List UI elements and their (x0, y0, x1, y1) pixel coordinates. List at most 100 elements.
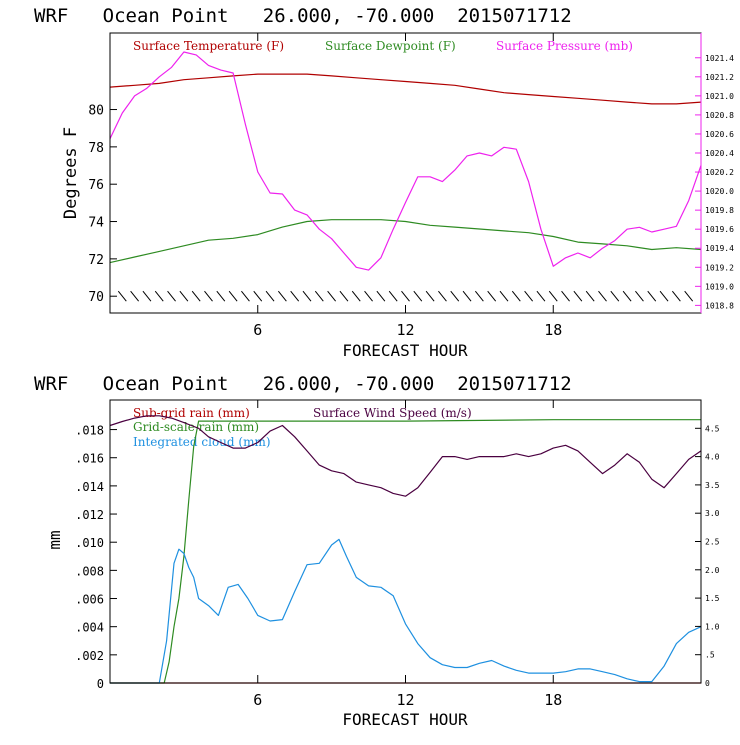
precipitation-panel: WRF Ocean Point 26.000, -70.000 20150717… (34, 373, 720, 729)
legend-wind-speed: Surface Wind Speed (m/s) (313, 406, 472, 420)
series-line-surface-dewpoint-f (109, 219, 702, 264)
wind-barb (474, 290, 484, 302)
y-tick-label: .004 (75, 621, 104, 635)
y2-tick-label: 1019.0 (705, 282, 734, 291)
y2-tick-label: 1021.4 (705, 54, 734, 63)
y2-tick-label: 4.0 (705, 453, 720, 462)
wind-barb (314, 290, 324, 302)
y2-tick-label: 1.5 (705, 594, 720, 603)
wind-barb (401, 290, 410, 302)
wind-barb (659, 290, 669, 302)
y-tick-label: .010 (75, 536, 104, 550)
series-line-grid-scale-rain-mm (110, 419, 701, 684)
panel1-series (109, 51, 702, 271)
wind-barb (561, 290, 570, 302)
wind-barb (388, 290, 398, 302)
wind-barb (487, 290, 497, 302)
y2-tick-label: 1019.4 (705, 244, 734, 253)
y2-tick-label: 0 (705, 679, 710, 688)
y2-tick-label: 1020.0 (705, 187, 734, 196)
temperature-panel: WRF Ocean Point 26.000, -70.000 20150717… (34, 5, 734, 360)
y-tick-label: .012 (75, 508, 104, 522)
panel1-x-label: FORECAST HOUR (342, 341, 468, 360)
x-tick-label: 12 (396, 691, 414, 709)
y2-tick-label: 1020.4 (705, 149, 734, 158)
wind-barb (462, 290, 472, 302)
panel1-title: WRF Ocean Point 26.000, -70.000 20150717… (34, 5, 572, 27)
y2-tick-label: 1019.8 (705, 206, 734, 215)
wind-barb (154, 290, 164, 302)
y2-tick-label: 1019.2 (705, 263, 734, 272)
wind-barb (228, 290, 238, 302)
y-tick-label: .006 (75, 593, 104, 607)
y-tick-label: .016 (75, 452, 104, 466)
x-tick-label: 18 (544, 321, 562, 339)
wind-barb (191, 290, 201, 302)
wind-barbs (117, 290, 694, 302)
panel2-plot-frame (109, 399, 702, 684)
panel1-y2-ticks: 1018.8 1019.0 1019.2 1019.4 1019.6 1019.8 1020… (695, 54, 734, 310)
wind-barb (302, 290, 312, 302)
wind-barb (130, 290, 140, 302)
wind-barb (253, 290, 263, 302)
wind-barb (277, 290, 287, 302)
panel1-y-label: Degrees F (61, 127, 81, 219)
wind-barb (376, 290, 386, 302)
wind-barb (413, 290, 423, 302)
wind-barb (179, 290, 189, 302)
y2-tick-label: 1.0 (705, 622, 720, 631)
y-tick-label: .008 (75, 564, 104, 578)
panel2-y-ticks: 0 .002 .004 .006 .008 .010 .012 .014 .016 .018 (75, 424, 117, 691)
series-line-surface-pressure-mb (109, 51, 702, 271)
panel2-y-label: mm (45, 530, 64, 549)
wind-barb (216, 290, 226, 302)
y2-tick-label: 3.0 (705, 509, 720, 518)
wind-barb (142, 290, 152, 302)
wind-barb (573, 290, 583, 302)
wind-barb (585, 290, 595, 302)
panel2-x-ticks: 6 12 18 (253, 400, 562, 709)
y2-tick-label: 3.5 (705, 481, 720, 490)
wind-barb (635, 290, 644, 302)
wind-barb (265, 290, 275, 302)
y2-tick-label: 1020.6 (705, 130, 734, 139)
wind-barb (117, 290, 127, 302)
series-line-integrated-cloud-mm (110, 538, 702, 684)
y2-tick-label: 1019.6 (705, 225, 734, 234)
panel2-x-label: FORECAST HOUR (342, 710, 468, 729)
y-tick-label: 0 (97, 677, 104, 691)
y2-tick-label: 2.0 (705, 566, 720, 575)
y-tick-label: 70 (88, 290, 104, 305)
legend-temperature: Surface Temperature (F) (133, 39, 284, 53)
wind-barb (684, 290, 694, 302)
y-tick-label: 72 (88, 253, 104, 268)
panel1-x-ticks: 6 12 18 (253, 33, 562, 339)
panel1-legend: Surface Temperature (F) Surface Dewpoint… (133, 39, 633, 53)
wind-barb (610, 290, 620, 302)
wind-barb (204, 290, 213, 302)
wind-barb (450, 290, 460, 302)
y2-tick-label: 1021.2 (705, 73, 734, 82)
legend-integrated-cloud: Integrated cloud (mm) (133, 435, 271, 449)
y-tick-label: 76 (88, 178, 104, 193)
wind-barb (339, 290, 349, 302)
panel2-y2-ticks: 0 .5 1.0 1.5 2.0 2.5 3.0 3.5 4.0 4.5 (695, 424, 720, 688)
series-line-surface-wind-speed-m-s (109, 415, 702, 497)
x-tick-label: 6 (253, 321, 262, 339)
y2-tick-label: 1020.2 (705, 168, 734, 177)
wind-barb (351, 290, 361, 302)
wind-barb (167, 290, 176, 302)
y-tick-label: .014 (75, 480, 104, 494)
y-tick-label: .018 (75, 424, 104, 438)
y2-tick-label: 1020.8 (705, 111, 734, 120)
y2-tick-label: 1018.8 (705, 301, 734, 310)
wind-barb (425, 290, 435, 302)
y-tick-label: 78 (88, 141, 104, 156)
x-tick-label: 18 (544, 691, 562, 709)
y2-tick-label: 4.5 (705, 424, 720, 433)
y-tick-label: 74 (88, 216, 104, 231)
x-tick-label: 6 (253, 691, 262, 709)
